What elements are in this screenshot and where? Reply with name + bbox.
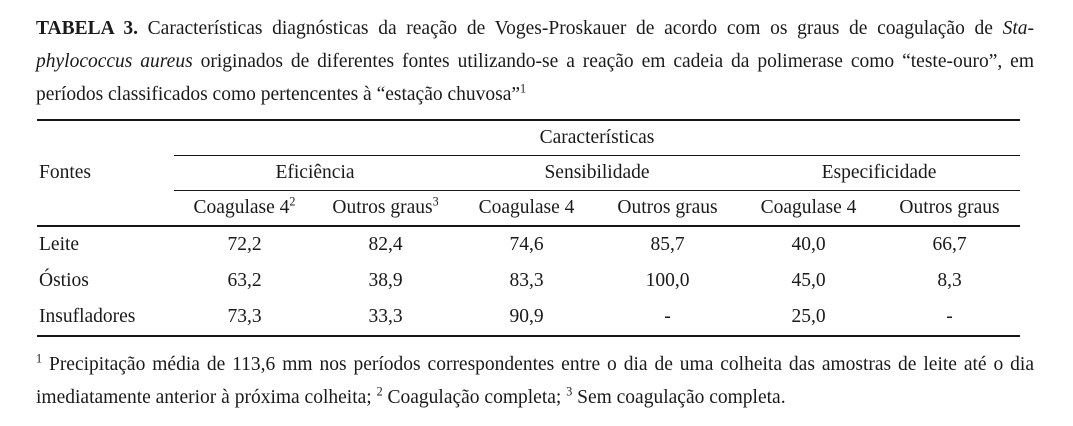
caption-line-1: TABELA 3. Características diagnósticas d…	[36, 12, 1034, 45]
footnote-line-1: 1 Precipitação média de 113,6 mm nos per…	[36, 348, 1034, 381]
table-row-leite: Leite 72,2 82,4 74,6 85,7 40,0 66,7	[37, 226, 1020, 263]
data-cell: 38,9	[368, 270, 403, 291]
data-cell: -	[664, 306, 671, 327]
footnote-marker-2: 2	[376, 384, 383, 399]
table-row-insufladores: Insufladores 73,3 33,3 90,9 - 25,0 -	[37, 299, 1020, 336]
header-fontes: Fontes	[37, 120, 174, 227]
table-caption: TABELA 3. Características diagnósticas d…	[36, 12, 1034, 111]
footnote-text-1: Precipitação média de 113,6 mm nos perío…	[48, 354, 1035, 375]
col-header-label: Coagulase 4	[478, 197, 575, 218]
data-cell: 66,7	[932, 234, 967, 255]
group-header-eficiencia: Eficiência	[174, 155, 456, 191]
group-header-sensibilidade: Sensibilidade	[456, 155, 738, 191]
col-header-footnote-ref: 2	[289, 194, 296, 209]
col-header-outrosgraus-especificidade: Outros graus	[879, 190, 1021, 227]
data-cell: 45,0	[791, 270, 826, 291]
footnote-text-2c: Sem coagulação completa.	[577, 387, 786, 408]
row-label: Óstios	[39, 270, 89, 291]
data-cell: 85,7	[650, 234, 685, 255]
data-cell: -	[946, 306, 953, 327]
caption-label: TABELA 3.	[36, 18, 138, 39]
data-cell: 83,3	[509, 270, 544, 291]
group-header-especificidade: Especificidade	[738, 155, 1021, 191]
col-header-label: Outros graus	[899, 197, 1000, 218]
footnote-line-2: imediatamente anterior à próxima colheit…	[36, 381, 1034, 414]
footnote-text-2a: imediatamente anterior à próxima colheit…	[36, 387, 372, 408]
caption-text-1: Características diagnósticas da reação d…	[147, 18, 993, 39]
footnote-marker-1: 1	[36, 351, 43, 366]
table-row-ostios: Óstios 63,2 38,9 83,3 100,0 45,0 8,3	[37, 263, 1020, 299]
data-cell: 74,6	[509, 234, 544, 255]
footnote-marker-3: 3	[566, 384, 573, 399]
col-header-outrosgraus-sensibilidade: Outros graus	[597, 190, 738, 227]
data-table: Fontes Características Eficiência Sensib…	[37, 119, 1021, 337]
data-cell: 25,0	[791, 306, 826, 327]
col-header-label: Outros graus	[617, 197, 718, 218]
col-header-label: Coagulase 4	[760, 197, 857, 218]
data-cell: 73,3	[227, 306, 262, 327]
caption-text-2: originados de diferentes fontes utilizan…	[200, 51, 1034, 72]
data-cell: 72,2	[227, 234, 262, 255]
data-cell: 82,4	[368, 234, 403, 255]
data-cell: 90,9	[509, 306, 544, 327]
col-header-label: Outros graus	[332, 197, 433, 218]
col-header-coagulase4-sensibilidade: Coagulase 4	[456, 190, 597, 227]
footnote: 1 Precipitação média de 113,6 mm nos per…	[36, 348, 1034, 414]
caption-italic-2: phylococcus aureus	[36, 51, 193, 72]
col-header-coagulase4-especificidade: Coagulase 4	[738, 190, 879, 227]
data-cell: 100,0	[645, 270, 690, 291]
row-label: Insufladores	[39, 306, 136, 327]
footnote-text-2b: Coagulação completa;	[387, 387, 562, 408]
data-cell: 33,3	[368, 306, 403, 327]
caption-italic-1: Sta-	[1002, 18, 1035, 39]
caption-line-2: phylococcus aureus originados de diferen…	[36, 45, 1034, 78]
data-cell: 8,3	[937, 270, 962, 291]
data-cell: 40,0	[791, 234, 826, 255]
data-cell: 63,2	[227, 270, 262, 291]
caption-text-3: períodos classificados como pertencentes…	[36, 84, 521, 105]
caption-footnote-ref: 1	[520, 81, 527, 96]
table-header-row-top: Fontes Características	[37, 120, 1021, 227]
table-header-row-groups: Eficiência Sensibilidade Especificidade	[37, 155, 1021, 191]
col-header-coagulase4-eficiencia: Coagulase 42	[174, 190, 315, 227]
caption-line-3: períodos classificados como pertencentes…	[36, 78, 1034, 111]
table-header-row-columns: Coagulase 42 Outros graus3 Coagulase 4 O…	[37, 190, 1021, 227]
header-caracteristicas: Características	[174, 120, 1021, 156]
col-header-outrosgraus-eficiencia: Outros graus3	[315, 190, 456, 227]
col-header-label: Coagulase 4	[193, 197, 290, 218]
col-header-footnote-ref: 3	[432, 194, 439, 209]
row-label: Leite	[39, 234, 80, 255]
